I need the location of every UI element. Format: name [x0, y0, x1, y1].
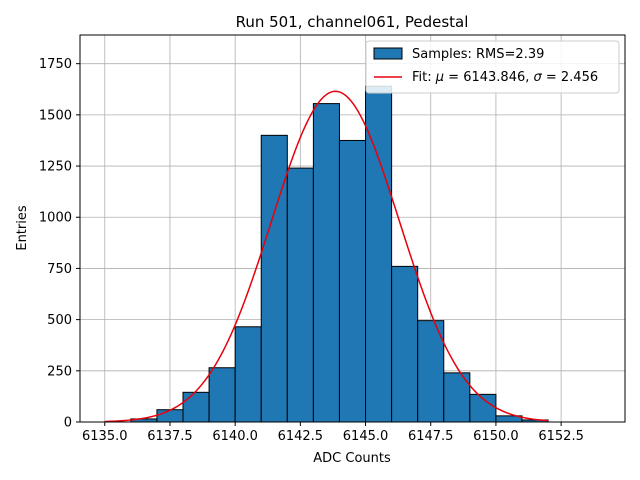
y-tick-label-3: 750	[47, 262, 72, 277]
legend-fit-sigma-value: = 2.456	[542, 70, 598, 85]
legend: Samples: RMS=2.39 Fit: μ = 6143.846, σ =…	[365, 40, 620, 94]
x-tick-label-7: 6152.5	[538, 429, 584, 444]
legend-samples-swatch	[373, 47, 403, 60]
y-tick-label-1: 250	[47, 364, 72, 379]
x-tick-label-5: 6147.5	[408, 429, 454, 444]
legend-fit-sigma-symbol: σ	[534, 70, 543, 85]
y-tick-label-6: 1500	[39, 108, 72, 123]
histogram-bar-3	[208, 367, 236, 423]
histogram-bar-6	[286, 167, 314, 423]
histogram-bars	[130, 85, 549, 423]
legend-fit-mu-symbol: μ	[435, 70, 444, 85]
legend-fit-prefix: Fit:	[412, 70, 436, 85]
y-tick-label-2: 500	[47, 313, 72, 328]
x-tick-label-1: 6137.5	[147, 429, 193, 444]
y-tick-label-0: 0	[64, 416, 72, 431]
histogram-bar-10	[391, 265, 419, 423]
chart-title: Run 501, channel061, Pedestal	[236, 13, 469, 31]
fit-curve	[104, 90, 549, 423]
x-tick-label-0: 6135.0	[82, 429, 128, 444]
y-tick-label-7: 1750	[39, 57, 72, 72]
x-tick-label-6: 6150.0	[473, 429, 519, 444]
histogram-bar-1	[156, 409, 184, 423]
histogram-bar-7	[312, 103, 340, 423]
y-tick-label-5: 1250	[39, 160, 72, 175]
histogram-bar-4	[234, 326, 262, 423]
histogram-bar-8	[338, 139, 367, 423]
x-tick-label-3: 6142.5	[278, 429, 324, 444]
y-tick-label-4: 1000	[39, 211, 72, 226]
legend-fit-label: Fit: μ = 6143.846, σ = 2.456	[412, 70, 598, 85]
y-axis-label: Entries	[15, 205, 30, 251]
x-tick-label-4: 6145.0	[343, 429, 389, 444]
histogram-bar-5	[260, 134, 288, 423]
x-axis-label: ADC Counts	[313, 451, 391, 466]
histogram-bar-9	[365, 85, 393, 423]
y-axis-ticks: 0 250 500 750 1000 1250 1500 1750	[39, 57, 80, 431]
legend-fit-mu-value: = 6143.846,	[444, 70, 533, 85]
x-axis-ticks: 6135.0 6137.5 6140.0 6142.5 6145.0 6147.5 6150…	[82, 422, 584, 444]
x-tick-label-2: 6140.0	[212, 429, 258, 444]
legend-box	[365, 40, 620, 94]
plot-frame	[79, 34, 626, 423]
histogram-bar-11	[417, 320, 445, 423]
legend-samples-label: Samples: RMS=2.39	[412, 47, 544, 62]
histogram-bar-2	[182, 391, 210, 423]
